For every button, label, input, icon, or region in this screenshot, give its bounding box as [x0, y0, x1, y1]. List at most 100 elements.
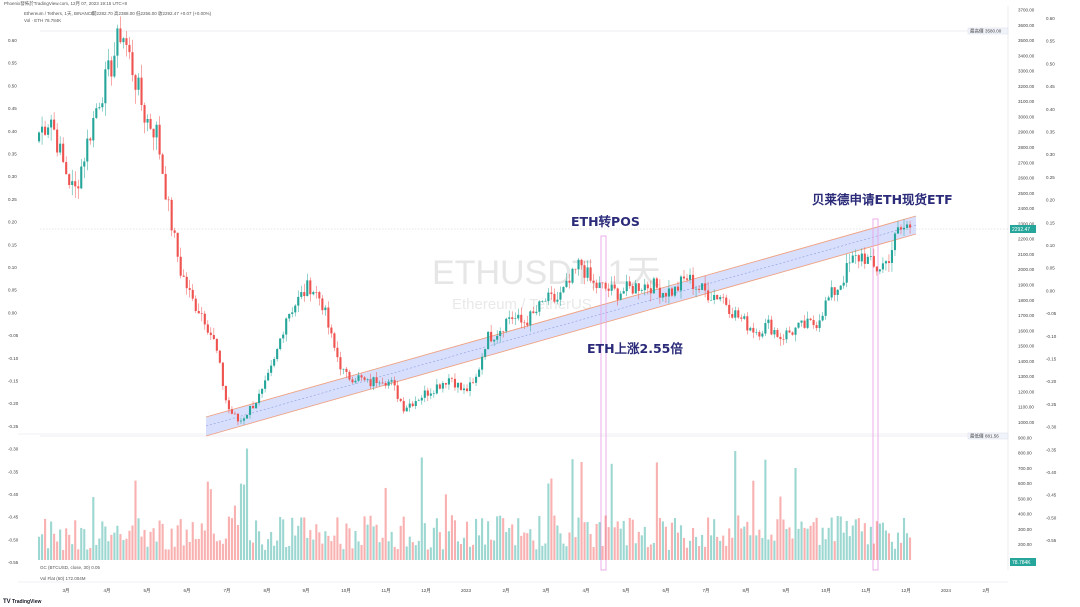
candle-body: [496, 336, 499, 340]
volume-bar: [411, 542, 414, 560]
candle-body: [685, 278, 689, 280]
volume-bar: [143, 529, 146, 560]
candle-body: [785, 330, 788, 340]
volume-bar: [779, 496, 782, 560]
volume-bar: [704, 546, 707, 560]
last-price-value: 2292.47: [1012, 227, 1030, 233]
candle-body: [776, 330, 779, 337]
volume-bar: [432, 527, 435, 560]
candle-body: [417, 400, 420, 402]
candle-body: [254, 402, 258, 409]
candle-body: [577, 259, 580, 270]
candle-body: [782, 339, 785, 340]
volume-bar: [158, 520, 161, 560]
volume-bar: [556, 525, 559, 560]
candle-body: [354, 380, 357, 383]
left-tick: -0.30: [8, 447, 19, 452]
volume-bar: [185, 529, 188, 560]
candle-body: [128, 44, 131, 53]
far-right-tick: 0.25: [1046, 175, 1055, 180]
candle-body: [788, 330, 791, 333]
price-tick: 1800.00: [1018, 298, 1035, 303]
candle-body: [80, 166, 83, 189]
candle-body: [625, 281, 628, 292]
left-tick: 0.00: [8, 310, 17, 315]
volume-bar: [670, 522, 674, 560]
volume-bar: [390, 531, 393, 560]
price-tick: 2000.00: [1018, 267, 1035, 272]
volume-bar: [872, 543, 875, 560]
volume-bar: [631, 519, 634, 560]
candle-body: [553, 293, 556, 302]
volume-bar: [695, 536, 698, 560]
volume-bar: [306, 537, 309, 560]
volume-bar: [899, 542, 903, 560]
volume-bar: [812, 522, 815, 560]
far-right-tick: -0.10: [1046, 334, 1057, 339]
volume-bar: [514, 545, 517, 560]
candle-body: [38, 132, 41, 142]
candle-body: [655, 278, 658, 288]
volume-bar: [336, 517, 339, 560]
channel-midline: [205, 224, 917, 427]
candle-body: [140, 77, 143, 106]
volume-bar: [236, 525, 240, 560]
left-tick: 0.10: [8, 265, 17, 270]
volume-bar: [776, 519, 779, 560]
candle-body: [453, 378, 457, 388]
candle-body: [586, 267, 589, 278]
volume-bar: [586, 522, 589, 560]
volume-bar: [544, 543, 547, 560]
volume-bar: [354, 530, 357, 560]
time-tick: 3月: [542, 588, 549, 594]
far-right-tick: 0.45: [1046, 84, 1055, 89]
candle-body: [565, 280, 568, 287]
volume-bar: [77, 549, 80, 560]
left-tick: -0.55: [8, 560, 19, 565]
candle-body: [98, 107, 101, 109]
price-tick: 1500.00: [1018, 344, 1035, 349]
volume-bar: [637, 531, 640, 560]
volume-bar: [517, 518, 520, 560]
candle-body: [767, 319, 770, 324]
candle-body: [815, 325, 818, 329]
watermark-symbol: ETHUSDT, 1天: [432, 254, 661, 292]
candle-body: [351, 379, 354, 383]
volume-bar: [628, 517, 631, 560]
volume-bar: [791, 538, 794, 560]
candle-body: [818, 320, 821, 329]
price-tick: 2100.00: [1018, 252, 1035, 257]
annotation-etf: 贝莱德申请ETH现货ETF: [812, 192, 953, 207]
volume-bar: [101, 521, 104, 560]
volume-bar: [179, 519, 182, 560]
candle-body: [170, 199, 173, 231]
volume-bar: [640, 535, 643, 560]
candle-body: [89, 138, 92, 141]
volume-bar: [595, 523, 598, 560]
candle-body: [56, 129, 59, 153]
candle-body: [713, 294, 716, 300]
candle-body: [580, 259, 583, 266]
candle-body: [556, 299, 559, 302]
time-tick: 7月: [702, 588, 709, 594]
candle-body: [224, 385, 227, 401]
candle-body: [731, 314, 734, 318]
candle-body: [667, 288, 670, 297]
volume-bar: [38, 536, 41, 560]
volume-bar: [53, 533, 56, 560]
volume-bar: [321, 543, 324, 560]
volume-bar: [438, 532, 441, 560]
candle-body: [794, 327, 797, 335]
volume-bar: [209, 489, 212, 560]
far-right-tick: -0.45: [1046, 493, 1057, 498]
candle-body: [691, 274, 695, 290]
candle-body: [746, 316, 749, 331]
candle-body: [152, 128, 155, 138]
volume-bar: [98, 538, 101, 560]
volume-bar: [468, 546, 472, 560]
candle-body: [526, 322, 529, 326]
volume-bar: [164, 549, 167, 560]
volume-bar: [752, 480, 755, 560]
price-tick: 1000.00: [1018, 420, 1035, 425]
